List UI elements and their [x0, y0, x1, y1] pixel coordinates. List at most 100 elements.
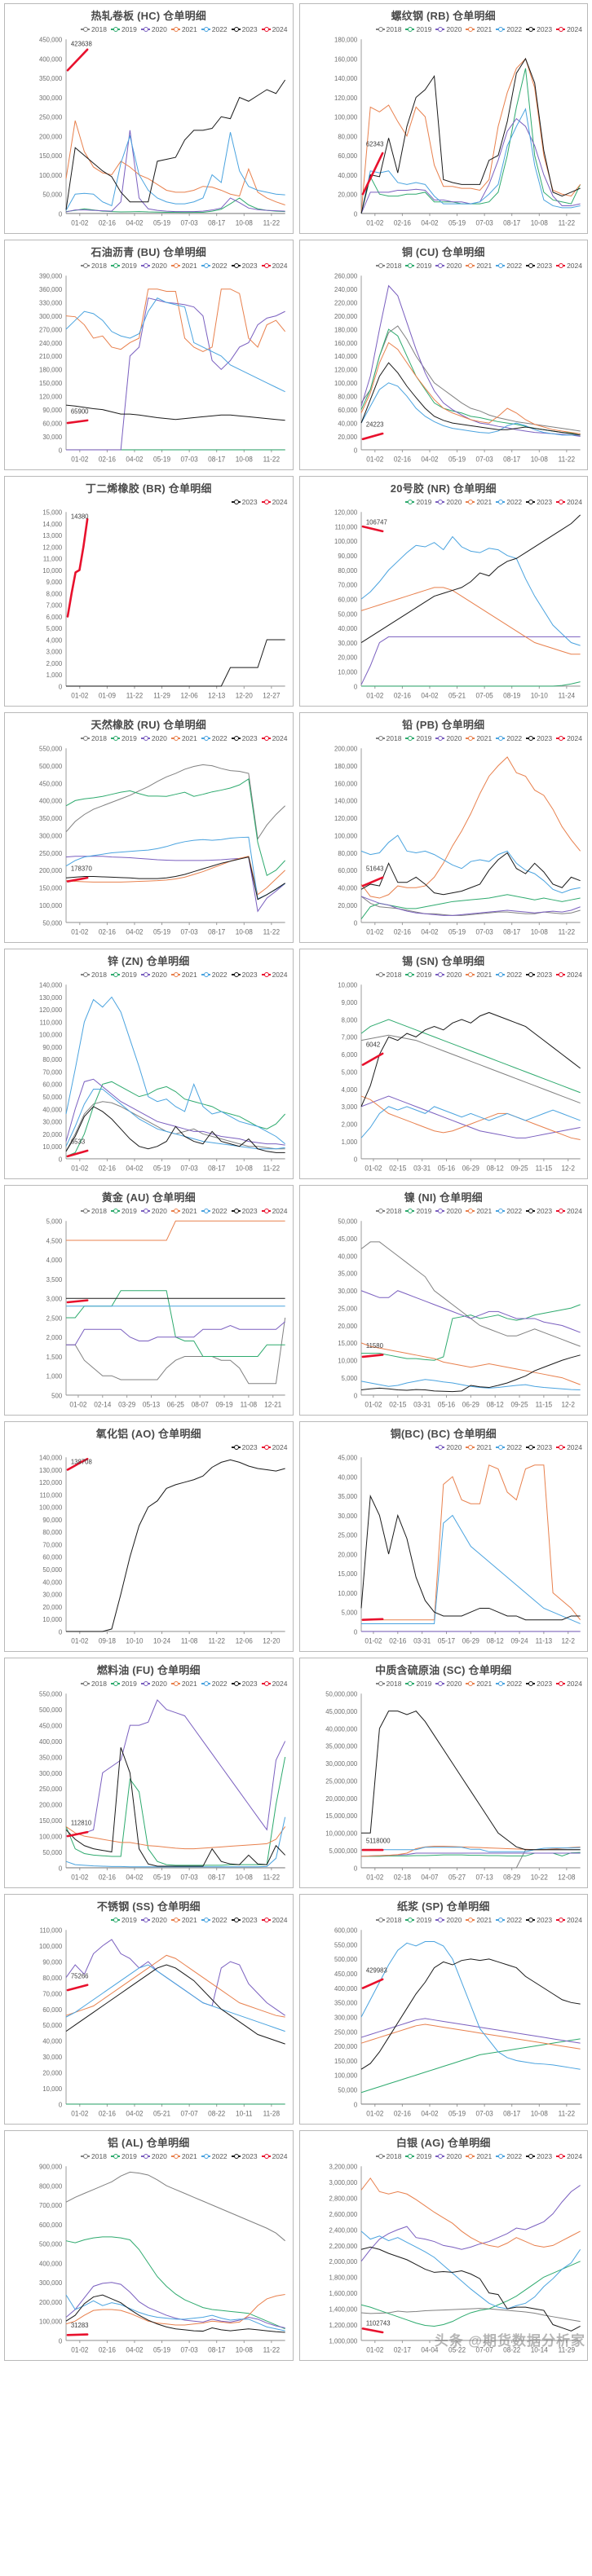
legend-item-2019[interactable]: 2019	[405, 971, 431, 979]
legend-item-2018[interactable]: 2018	[81, 971, 107, 979]
legend-item-2019[interactable]: 2019	[405, 734, 431, 742]
legend-item-2018[interactable]: 2018	[375, 971, 401, 979]
legend-item-2022[interactable]: 2022	[496, 1916, 522, 1924]
legend-item-2024[interactable]: 2024	[261, 1207, 288, 1215]
legend-item-2023[interactable]: 2023	[526, 25, 552, 33]
legend-item-2022[interactable]: 2022	[201, 25, 228, 33]
legend-item-2019[interactable]: 2019	[405, 2152, 431, 2160]
legend-item-2021[interactable]: 2021	[466, 1207, 492, 1215]
legend-item-2019[interactable]: 2019	[110, 971, 137, 979]
legend-item-2024[interactable]: 2024	[261, 971, 288, 979]
legend-item-2018[interactable]: 2018	[375, 734, 401, 742]
legend-item-2020[interactable]: 2020	[140, 971, 167, 979]
legend-item-2021[interactable]: 2021	[170, 971, 197, 979]
legend-item-2019[interactable]: 2019	[110, 25, 137, 33]
legend-item-2019[interactable]: 2019	[110, 1680, 137, 1688]
legend-item-2021[interactable]: 2021	[170, 2152, 197, 2160]
legend-item-2018[interactable]: 2018	[375, 2152, 401, 2160]
legend-item-2020[interactable]: 2020	[435, 262, 462, 270]
legend-item-2020[interactable]: 2020	[435, 1680, 462, 1688]
legend-item-2022[interactable]: 2022	[201, 2152, 228, 2160]
legend-item-2019[interactable]: 2019	[110, 2152, 137, 2160]
legend-item-2024[interactable]: 2024	[556, 1680, 582, 1688]
legend-item-2021[interactable]: 2021	[170, 1207, 197, 1215]
legend-item-2023[interactable]: 2023	[526, 734, 552, 742]
legend-item-2021[interactable]: 2021	[466, 734, 492, 742]
legend-item-2023[interactable]: 2023	[231, 1916, 258, 1924]
legend-item-2018[interactable]: 2018	[81, 2152, 107, 2160]
legend-item-2019[interactable]: 2019	[405, 1680, 431, 1688]
legend-item-2018[interactable]: 2018	[375, 1916, 401, 1924]
legend-item-2023[interactable]: 2023	[231, 498, 258, 506]
legend-item-2023[interactable]: 2023	[526, 1207, 552, 1215]
legend-item-2018[interactable]: 2018	[81, 262, 107, 270]
legend-item-2020[interactable]: 2020	[140, 1207, 167, 1215]
legend-item-2023[interactable]: 2023	[231, 1680, 258, 1688]
legend-item-2023[interactable]: 2023	[231, 971, 258, 979]
legend-item-2022[interactable]: 2022	[496, 1680, 522, 1688]
legend-item-2022[interactable]: 2022	[496, 734, 522, 742]
legend-item-2020[interactable]: 2020	[140, 25, 167, 33]
legend-item-2019[interactable]: 2019	[405, 1916, 431, 1924]
legend-item-2020[interactable]: 2020	[435, 1443, 462, 1451]
legend-item-2024[interactable]: 2024	[261, 2152, 288, 2160]
legend-item-2023[interactable]: 2023	[231, 262, 258, 270]
legend-item-2019[interactable]: 2019	[110, 1207, 137, 1215]
legend-item-2024[interactable]: 2024	[556, 734, 582, 742]
legend-item-2018[interactable]: 2018	[375, 262, 401, 270]
legend-item-2024[interactable]: 2024	[261, 498, 288, 506]
legend-item-2019[interactable]: 2019	[110, 262, 137, 270]
legend-item-2023[interactable]: 2023	[526, 1916, 552, 1924]
legend-item-2023[interactable]: 2023	[526, 262, 552, 270]
legend-item-2022[interactable]: 2022	[201, 1207, 228, 1215]
legend-item-2023[interactable]: 2023	[526, 1443, 552, 1451]
legend-item-2019[interactable]: 2019	[405, 1207, 431, 1215]
legend-item-2020[interactable]: 2020	[140, 1680, 167, 1688]
legend-item-2018[interactable]: 2018	[375, 1207, 401, 1215]
legend-item-2021[interactable]: 2021	[170, 1680, 197, 1688]
legend-item-2020[interactable]: 2020	[435, 1916, 462, 1924]
legend-item-2021[interactable]: 2021	[466, 25, 492, 33]
legend-item-2022[interactable]: 2022	[201, 971, 228, 979]
legend-item-2021[interactable]: 2021	[466, 1443, 492, 1451]
legend-item-2024[interactable]: 2024	[556, 1916, 582, 1924]
legend-item-2022[interactable]: 2022	[201, 1680, 228, 1688]
legend-item-2021[interactable]: 2021	[466, 498, 492, 506]
legend-item-2023[interactable]: 2023	[526, 2152, 552, 2160]
legend-item-2020[interactable]: 2020	[435, 971, 462, 979]
legend-item-2024[interactable]: 2024	[556, 971, 582, 979]
legend-item-2018[interactable]: 2018	[81, 1680, 107, 1688]
legend-item-2023[interactable]: 2023	[231, 1207, 258, 1215]
legend-item-2024[interactable]: 2024	[556, 25, 582, 33]
legend-item-2024[interactable]: 2024	[261, 1916, 288, 1924]
legend-item-2023[interactable]: 2023	[231, 25, 258, 33]
legend-item-2020[interactable]: 2020	[140, 734, 167, 742]
legend-item-2023[interactable]: 2023	[526, 498, 552, 506]
legend-item-2022[interactable]: 2022	[496, 971, 522, 979]
legend-item-2021[interactable]: 2021	[170, 1916, 197, 1924]
legend-item-2022[interactable]: 2022	[201, 734, 228, 742]
legend-item-2018[interactable]: 2018	[81, 734, 107, 742]
legend-item-2020[interactable]: 2020	[140, 2152, 167, 2160]
legend-item-2020[interactable]: 2020	[435, 25, 462, 33]
legend-item-2022[interactable]: 2022	[496, 1207, 522, 1215]
legend-item-2020[interactable]: 2020	[140, 262, 167, 270]
legend-item-2022[interactable]: 2022	[496, 2152, 522, 2160]
legend-item-2018[interactable]: 2018	[81, 25, 107, 33]
legend-item-2024[interactable]: 2024	[261, 1680, 288, 1688]
legend-item-2021[interactable]: 2021	[170, 734, 197, 742]
legend-item-2021[interactable]: 2021	[466, 262, 492, 270]
legend-item-2021[interactable]: 2021	[170, 262, 197, 270]
legend-item-2019[interactable]: 2019	[110, 1916, 137, 1924]
legend-item-2024[interactable]: 2024	[556, 262, 582, 270]
legend-item-2021[interactable]: 2021	[466, 1680, 492, 1688]
legend-item-2023[interactable]: 2023	[231, 2152, 258, 2160]
legend-item-2020[interactable]: 2020	[140, 1916, 167, 1924]
legend-item-2024[interactable]: 2024	[261, 262, 288, 270]
legend-item-2024[interactable]: 2024	[556, 1443, 582, 1451]
legend-item-2020[interactable]: 2020	[435, 498, 462, 506]
legend-item-2019[interactable]: 2019	[405, 25, 431, 33]
legend-item-2024[interactable]: 2024	[556, 2152, 582, 2160]
legend-item-2019[interactable]: 2019	[405, 262, 431, 270]
legend-item-2021[interactable]: 2021	[466, 2152, 492, 2160]
